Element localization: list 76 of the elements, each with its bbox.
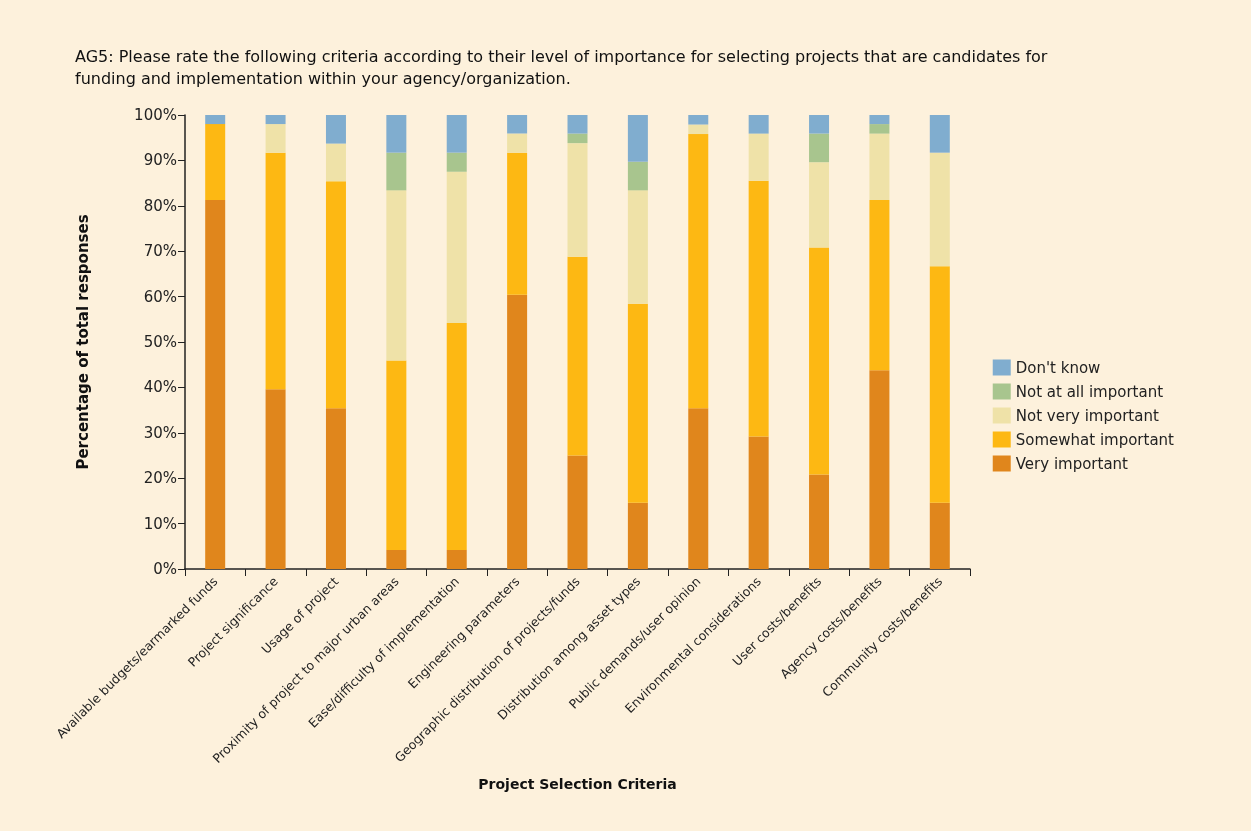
y-tick-label: 30% [143, 423, 177, 442]
bar [386, 152, 407, 191]
bar [386, 190, 407, 361]
y-tick-label: 60% [143, 287, 177, 306]
bar [929, 502, 950, 569]
bar [205, 124, 226, 200]
y-tick-label: 20% [143, 469, 177, 488]
bar [688, 124, 709, 135]
legend-label: Not very important [1015, 406, 1159, 425]
bar [265, 152, 286, 390]
bar [869, 115, 890, 125]
bar [809, 162, 830, 248]
bar [325, 181, 346, 409]
bar [567, 133, 588, 144]
legend-label: Very important [1015, 454, 1129, 473]
bar [748, 436, 769, 569]
y-tick-label: 0% [153, 560, 177, 578]
bar [809, 115, 830, 134]
bar [869, 370, 890, 569]
x-axis-title: Project Selection Criteria [478, 776, 677, 792]
bar [507, 115, 528, 134]
legend-label: Don't know [1015, 358, 1101, 377]
bar [869, 199, 890, 371]
bar [507, 133, 528, 153]
bar [205, 115, 226, 125]
bar [929, 266, 950, 503]
bar [627, 161, 648, 191]
y-tick-label: 50% [143, 333, 177, 351]
bar [507, 294, 528, 569]
legend-label: Somewhat important [1015, 430, 1175, 449]
bar [869, 133, 890, 200]
bar [688, 408, 709, 569]
bar [446, 152, 467, 172]
bar [567, 143, 588, 257]
bar [627, 190, 648, 304]
y-tick-label: 10% [143, 514, 177, 533]
bar [386, 549, 407, 569]
bar [688, 134, 709, 409]
bar [507, 152, 528, 295]
bar [627, 115, 648, 162]
y-axis-title: Percentage of total responses [73, 214, 92, 470]
bar [446, 171, 467, 323]
bar [809, 474, 830, 569]
bar [446, 115, 467, 153]
bar [325, 115, 346, 144]
bar [929, 152, 950, 267]
y-tick-label: 80% [143, 196, 177, 215]
bar [446, 549, 467, 569]
bar [809, 133, 830, 163]
y-tick-label: 90% [143, 151, 177, 170]
bar [265, 115, 286, 125]
bar [386, 360, 407, 550]
bar [809, 247, 830, 475]
bar [265, 389, 286, 569]
chart-title: AG5: Please rate the following criteria according to their level of importance for selecting projects that are candidates for funding and implementation within your agency/organization. [75, 46, 1053, 88]
bar [627, 502, 648, 569]
bar [627, 303, 648, 503]
bar [265, 124, 286, 153]
bar [386, 115, 407, 153]
bar [325, 143, 346, 182]
bar [748, 133, 769, 181]
bar [567, 115, 588, 134]
bar [869, 124, 890, 134]
bar [567, 256, 588, 456]
y-tick-label: 70% [143, 242, 177, 261]
bar [567, 455, 588, 569]
bar [446, 322, 467, 550]
y-tick-label: 100% [134, 106, 177, 124]
bar [688, 115, 709, 125]
bar [205, 199, 226, 569]
legend-label: Not at all important [1015, 382, 1164, 401]
bar [929, 115, 950, 153]
bar [748, 180, 769, 437]
y-tick-label: 40% [143, 378, 177, 397]
bar [325, 408, 346, 569]
bar [748, 115, 769, 134]
